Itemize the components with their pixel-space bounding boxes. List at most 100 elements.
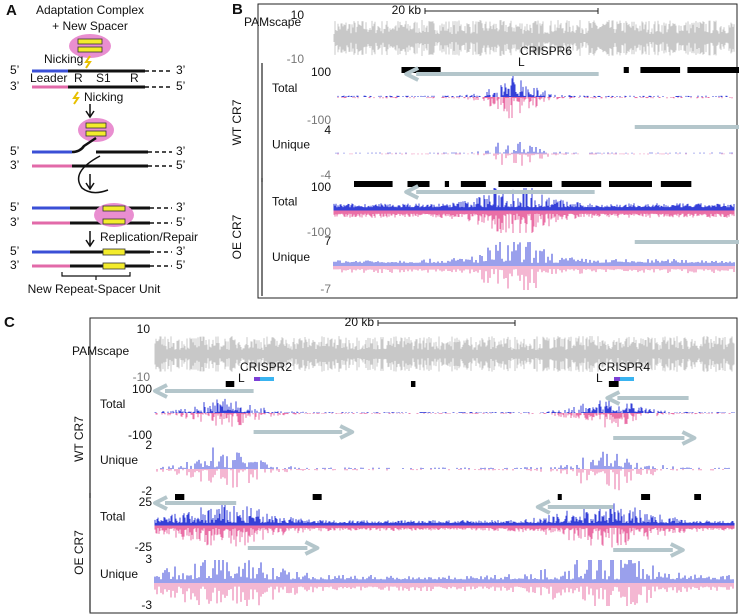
minus-strand-signal [154, 525, 735, 548]
axis-tick-label: -10 [133, 370, 151, 384]
axis-tick-label: -3 [141, 598, 152, 612]
panel-label: B [232, 1, 243, 18]
arrow [85, 174, 95, 191]
minus-strand-signal [337, 97, 733, 119]
block [312, 494, 322, 500]
scale-label: 20 kb [392, 3, 422, 17]
track-label: Total [100, 397, 125, 411]
caption: Replication/Repair [100, 230, 198, 244]
track-label: Unique [100, 567, 138, 581]
spacer-icon [102, 205, 126, 212]
block [641, 494, 651, 500]
direction-arrow [153, 383, 254, 399]
strand-end: 3’ [10, 258, 19, 272]
group-label: OE CR7 [230, 214, 244, 259]
panel-frame [257, 3, 738, 299]
strand-end: 3’ [10, 79, 19, 93]
strand-end: 3’ [10, 215, 19, 229]
strand-end: 3’ [10, 158, 19, 172]
direction-arrow [605, 390, 689, 406]
bolt [84, 55, 92, 69]
minus-strand-signal [154, 583, 734, 606]
axis-tick-label: -100 [307, 225, 331, 239]
block [498, 181, 553, 187]
minus-strand-signal [333, 266, 735, 290]
pamscape-signal [154, 336, 735, 372]
block [640, 67, 681, 73]
block [444, 181, 450, 187]
axis-tick-label: -25 [135, 540, 153, 554]
region: R [74, 71, 83, 85]
block [694, 494, 702, 500]
plus-strand-signal [333, 188, 735, 211]
plus-strand-signal [154, 560, 734, 583]
block [410, 381, 416, 387]
track-label: PAMscape [72, 344, 129, 358]
axis-tick-label: 100 [311, 65, 331, 79]
plus-strand-signal [154, 503, 735, 526]
plus-strand-signal [335, 141, 733, 154]
strand [150, 207, 172, 224]
direction-arrow [535, 499, 614, 515]
scale-bar [424, 8, 599, 14]
axis-tick-label: -2 [141, 484, 152, 498]
direction-arrow [634, 240, 739, 244]
array-bar [614, 377, 620, 381]
axis-tick-label: 7 [324, 234, 331, 248]
axis-tick-label: 25 [139, 495, 153, 509]
axis-tick-label: 10 [137, 322, 151, 336]
caption: New Repeat-Spacer Unit [28, 282, 161, 296]
strand-end: 3’ [176, 63, 185, 77]
pamscape-signal [333, 20, 735, 56]
strand-end: 5’ [10, 244, 19, 258]
block [660, 181, 692, 187]
locus-leader: L [596, 371, 603, 385]
region: Leader [30, 71, 67, 85]
track-label: Unique [100, 453, 138, 467]
strand [71, 136, 97, 154]
block [401, 67, 441, 73]
block [460, 181, 486, 187]
axis-tick-label: -100 [307, 113, 331, 127]
direction-arrow [404, 66, 599, 82]
block [561, 181, 602, 187]
strand [150, 251, 172, 267]
axis-tick-label: -4 [320, 168, 331, 182]
track-label: PAMscape [244, 15, 301, 29]
axis-tick-label: 10 [291, 8, 305, 22]
plus-strand-signal [333, 242, 735, 266]
track-label: Total [100, 510, 125, 524]
locus-name: CRISPR4 [598, 360, 650, 374]
scale-label: 20 kb [345, 315, 375, 329]
scale-bar [377, 320, 516, 326]
block [175, 494, 185, 500]
caption: Nicking [84, 90, 123, 104]
region: R [130, 71, 139, 85]
bolt [72, 91, 80, 105]
strand-end: 5’ [10, 63, 19, 77]
axis-tick-label: 100 [311, 180, 331, 194]
spacer-icon [102, 262, 126, 270]
axis-tick-label: -100 [128, 428, 152, 442]
minus-strand-signal [333, 210, 735, 233]
direction-arrow [247, 540, 320, 556]
caption: Nicking [44, 52, 83, 66]
group-label: OE CR7 [72, 530, 86, 575]
locus-name: CRISPR6 [520, 44, 572, 58]
direction-arrow [153, 495, 237, 511]
plus-strand-signal [337, 75, 728, 97]
block [225, 381, 235, 387]
strand-end: 5’ [176, 215, 185, 229]
minus-strand-signal [155, 413, 731, 428]
caption: Adaptation Complex [36, 3, 144, 17]
minus-strand-signal [156, 469, 724, 491]
axis-tick-label: -7 [320, 282, 331, 296]
block [609, 181, 652, 187]
track-label: Total [272, 195, 297, 209]
block [608, 381, 619, 387]
strand [148, 151, 172, 167]
locus-leader: L [238, 371, 245, 385]
track-label: Unique [272, 138, 310, 152]
direction-arrow [404, 184, 595, 200]
